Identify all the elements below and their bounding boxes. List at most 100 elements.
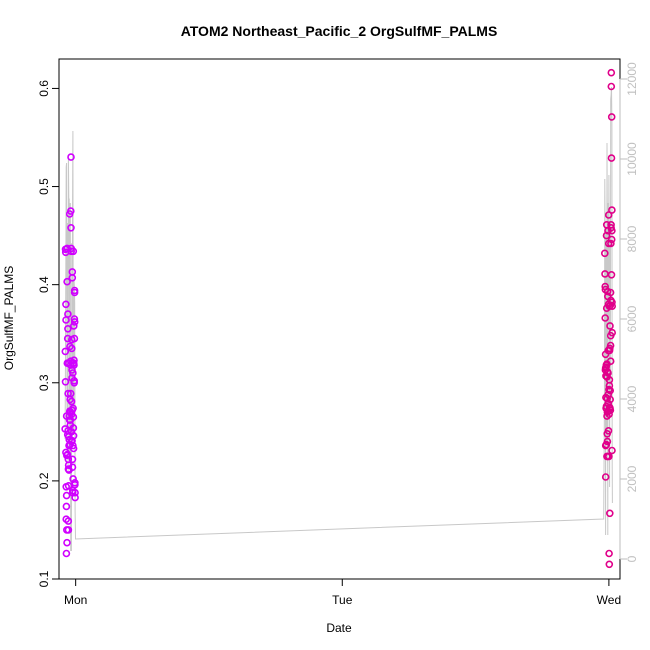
y-axis-label: OrgSulfMF_PALMS	[2, 266, 16, 370]
data-point	[606, 341, 615, 350]
data-point	[69, 424, 78, 432]
plot-area-frame	[58, 58, 621, 580]
data-point	[66, 342, 74, 351]
data-point	[605, 560, 614, 569]
data-point	[63, 538, 71, 547]
data-point	[607, 154, 616, 162]
data-point	[605, 452, 613, 461]
data-point	[68, 455, 77, 464]
y-tick-label: 0.2	[37, 472, 51, 489]
data-point	[607, 68, 616, 77]
x-tick-label: Tue	[332, 593, 353, 607]
data-point	[71, 488, 79, 497]
data-point	[608, 302, 617, 311]
data-point	[606, 357, 615, 366]
data-point	[66, 389, 75, 398]
data-point	[606, 322, 614, 330]
y-tick-label: 0.5	[37, 178, 51, 195]
data-point	[69, 413, 78, 421]
data-point	[62, 491, 71, 500]
data-point	[71, 493, 79, 502]
y-tick-label: 0.6	[37, 80, 51, 97]
data-point	[607, 235, 616, 244]
data-point	[69, 247, 78, 256]
data-point	[68, 463, 77, 472]
data-point	[71, 480, 79, 489]
y2-tick-label: 8000	[625, 225, 639, 252]
data-point	[605, 375, 614, 384]
data-point	[64, 517, 73, 525]
data-point	[70, 334, 79, 343]
secondary-line-layer	[64, 86, 613, 552]
data-point	[607, 270, 616, 279]
y-tick-label: 0.3	[37, 374, 51, 391]
data-point	[606, 395, 615, 404]
points-layer	[61, 68, 617, 569]
data-point	[601, 473, 610, 481]
x-axis-label: Date	[326, 621, 352, 635]
data-point	[606, 288, 615, 297]
data-point	[64, 310, 72, 318]
y2-tick-label: 6000	[625, 305, 639, 332]
data-point	[69, 404, 77, 413]
data-point	[601, 314, 610, 322]
data-point	[607, 239, 615, 248]
y-tick-label: 0.1	[37, 570, 51, 587]
data-point	[70, 361, 78, 369]
y2-tick-label: 10000	[625, 142, 639, 176]
data-point	[608, 298, 616, 307]
data-point	[64, 526, 73, 534]
data-point	[63, 450, 72, 459]
data-point	[70, 356, 78, 365]
data-point	[61, 347, 70, 356]
data-point	[69, 431, 78, 440]
data-point	[70, 318, 79, 326]
data-point	[61, 377, 70, 386]
data-point	[63, 277, 71, 286]
chart-title: ATOM2 Northeast_Pacific_2 OrgSulfMF_PALM…	[181, 23, 498, 39]
y2-tick-label: 0	[625, 555, 639, 562]
data-point	[608, 206, 616, 214]
data-point	[67, 153, 75, 161]
data-point	[70, 315, 79, 323]
x-axis: Mon Tue Wed	[64, 578, 621, 607]
data-point	[67, 224, 75, 232]
data-point	[62, 549, 71, 558]
data-point	[70, 286, 79, 295]
data-point	[604, 426, 613, 435]
data-point	[607, 82, 616, 91]
data-point	[606, 386, 615, 395]
data-point	[605, 549, 613, 558]
data-point	[604, 369, 612, 377]
data-point	[64, 324, 72, 333]
data-point	[70, 378, 78, 387]
y-tick-label: 0.4	[37, 276, 51, 293]
data-point	[69, 369, 77, 377]
data-point	[606, 406, 615, 415]
y2-tick-label: 12000	[625, 62, 639, 96]
x-tick-label: Wed	[597, 593, 621, 607]
data-point	[62, 502, 71, 511]
data-point	[608, 446, 616, 455]
data-point	[67, 207, 75, 215]
data-point	[70, 322, 78, 330]
data-point	[603, 437, 612, 446]
secondary-series-line	[64, 86, 613, 552]
data-point	[62, 300, 70, 309]
x-tick-label: Mon	[64, 593, 87, 607]
data-point	[600, 249, 609, 258]
data-point	[67, 397, 76, 406]
data-point	[69, 444, 78, 453]
data-point	[608, 328, 617, 337]
data-point	[608, 226, 616, 235]
y2-tick-label: 4000	[625, 385, 639, 412]
data-point	[605, 509, 614, 518]
data-point	[64, 461, 73, 470]
data-point	[607, 113, 616, 121]
y2-tick-label: 2000	[625, 465, 639, 492]
data-point	[68, 273, 77, 282]
y-axis: 0.1 0.2 0.3 0.4 0.5 0.6	[37, 80, 60, 587]
y2-axis: 0 2000 4000 6000 8000 10000 12000	[619, 62, 639, 562]
data-point	[68, 344, 76, 353]
